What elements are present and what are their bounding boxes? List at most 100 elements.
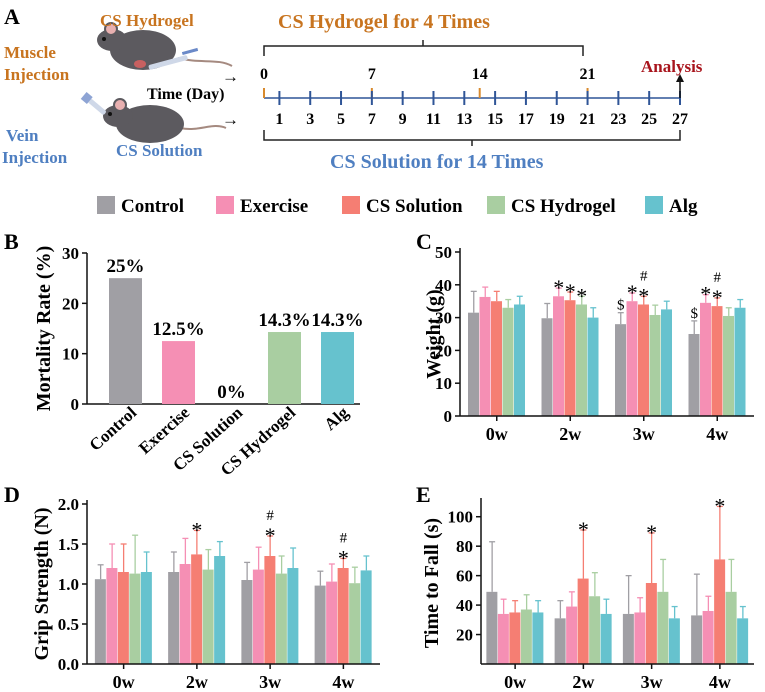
y-tick-label: 100: [448, 508, 474, 527]
y-tick-label: 60: [456, 567, 473, 586]
legend-label: CS Hydrogel: [511, 196, 616, 217]
bar: [168, 572, 180, 664]
muscle-injection-label-1: Muscle: [4, 43, 56, 62]
legend-swatch: [97, 196, 115, 214]
hydrogel-day-label: 0: [260, 66, 268, 83]
bar: [349, 583, 361, 664]
bar: [520, 609, 532, 664]
significance-marker: #: [714, 270, 722, 286]
bar: [129, 573, 141, 664]
y-tick-label: 0.5: [58, 615, 79, 634]
bar: [638, 304, 649, 416]
x-tick-label: 0w: [504, 672, 526, 692]
solution-day-label: 25: [641, 111, 657, 128]
bar: [702, 610, 714, 664]
bar: [554, 618, 566, 664]
panel-b-label: B: [4, 229, 19, 254]
significance-marker: *: [338, 545, 349, 570]
bar: [600, 613, 612, 664]
panel-c-label: C: [416, 229, 432, 254]
x-tick-label: 3w: [633, 424, 655, 444]
significance-marker: #: [266, 508, 274, 524]
solution-day-label: 3: [306, 111, 314, 128]
legend-swatch: [216, 196, 234, 214]
bar: [576, 304, 587, 416]
bar: [109, 278, 142, 404]
bar: [326, 581, 338, 664]
bar: [360, 570, 372, 664]
significance-marker: *: [576, 283, 587, 308]
bar: [577, 578, 589, 664]
bar: [714, 559, 726, 664]
hydrogel-day-label: 7: [368, 66, 376, 83]
bar: [723, 315, 734, 416]
significance-marker: #: [640, 268, 648, 284]
bar: [214, 556, 226, 664]
bar: [162, 341, 195, 404]
solution-day-label: 9: [399, 111, 407, 128]
y-tick-label: 20: [62, 294, 79, 313]
bar: [734, 307, 746, 416]
bar: [587, 317, 599, 416]
significance-marker: *: [638, 283, 649, 308]
x-tick-label: Control: [86, 403, 141, 455]
hydrogel-day-label: 14: [472, 66, 488, 83]
bar: [541, 318, 553, 416]
y-tick-label: 50: [435, 243, 452, 262]
bar: [502, 307, 514, 416]
significance-marker: $: [691, 306, 699, 322]
hydrogel-day-label: 21: [580, 66, 596, 83]
bar: [117, 572, 129, 664]
y-tick-label: 40: [435, 276, 452, 295]
bar-value-label: 14.3%: [258, 310, 310, 331]
y-tick-label: 1.0: [58, 575, 79, 594]
bar: [287, 568, 299, 664]
significance-marker: $: [617, 298, 625, 314]
time-day-label: Time (Day): [147, 86, 224, 103]
bar-value-label: 14.3%: [311, 310, 363, 331]
x-tick-label: 2w: [572, 672, 594, 692]
bar: [657, 591, 669, 664]
bar: [661, 309, 672, 416]
bottom-day-labels: 1 3 5 7 9 11 13 15 17 19 21 23 25 27: [275, 111, 688, 128]
bar: [321, 332, 354, 404]
top-day-labels: 0 7 14 21: [260, 66, 596, 83]
y-tick-label: 1.5: [58, 535, 79, 554]
bar: [491, 301, 502, 416]
panel-d-label: D: [4, 482, 20, 507]
y-axis-label: Weight (g): [423, 289, 445, 378]
hydrogel-brace: [263, 40, 584, 56]
legend-swatch: [645, 196, 663, 214]
bar: [268, 332, 301, 404]
bar: [202, 569, 214, 664]
solution-day-label: 19: [549, 111, 565, 128]
y-tick-label: 20: [456, 626, 473, 645]
arrow-top: →: [222, 67, 239, 86]
panel-a: A CS Hydrogel Muscle Injection Vein Inje…: [2, 4, 703, 173]
bar: [179, 564, 191, 664]
bar: [532, 612, 544, 664]
y-tick-label: 2.0: [58, 495, 79, 514]
bar: [337, 568, 349, 664]
y-tick-label: 10: [62, 345, 79, 364]
solution-day-label: 1: [275, 111, 283, 128]
significance-marker: *: [553, 275, 564, 300]
significance-marker: *: [265, 523, 276, 548]
bar-value-label: 0%: [217, 382, 246, 403]
mouse-top-icon: [97, 22, 233, 70]
arrow-bottom: →: [222, 110, 239, 129]
solution-brace: [263, 130, 681, 146]
bar: [479, 296, 491, 416]
bar: [241, 580, 253, 664]
significance-marker: #: [340, 530, 348, 546]
y-tick-label: 20: [435, 341, 452, 360]
analysis-label: Analysis: [641, 57, 703, 76]
bar: [191, 554, 203, 664]
bar: [700, 302, 711, 416]
y-axis-label: Mortality Rate (%): [33, 246, 55, 412]
significance-marker: *: [578, 517, 589, 542]
x-tick-label: 4w: [706, 424, 728, 444]
significance-marker: *: [700, 282, 711, 307]
